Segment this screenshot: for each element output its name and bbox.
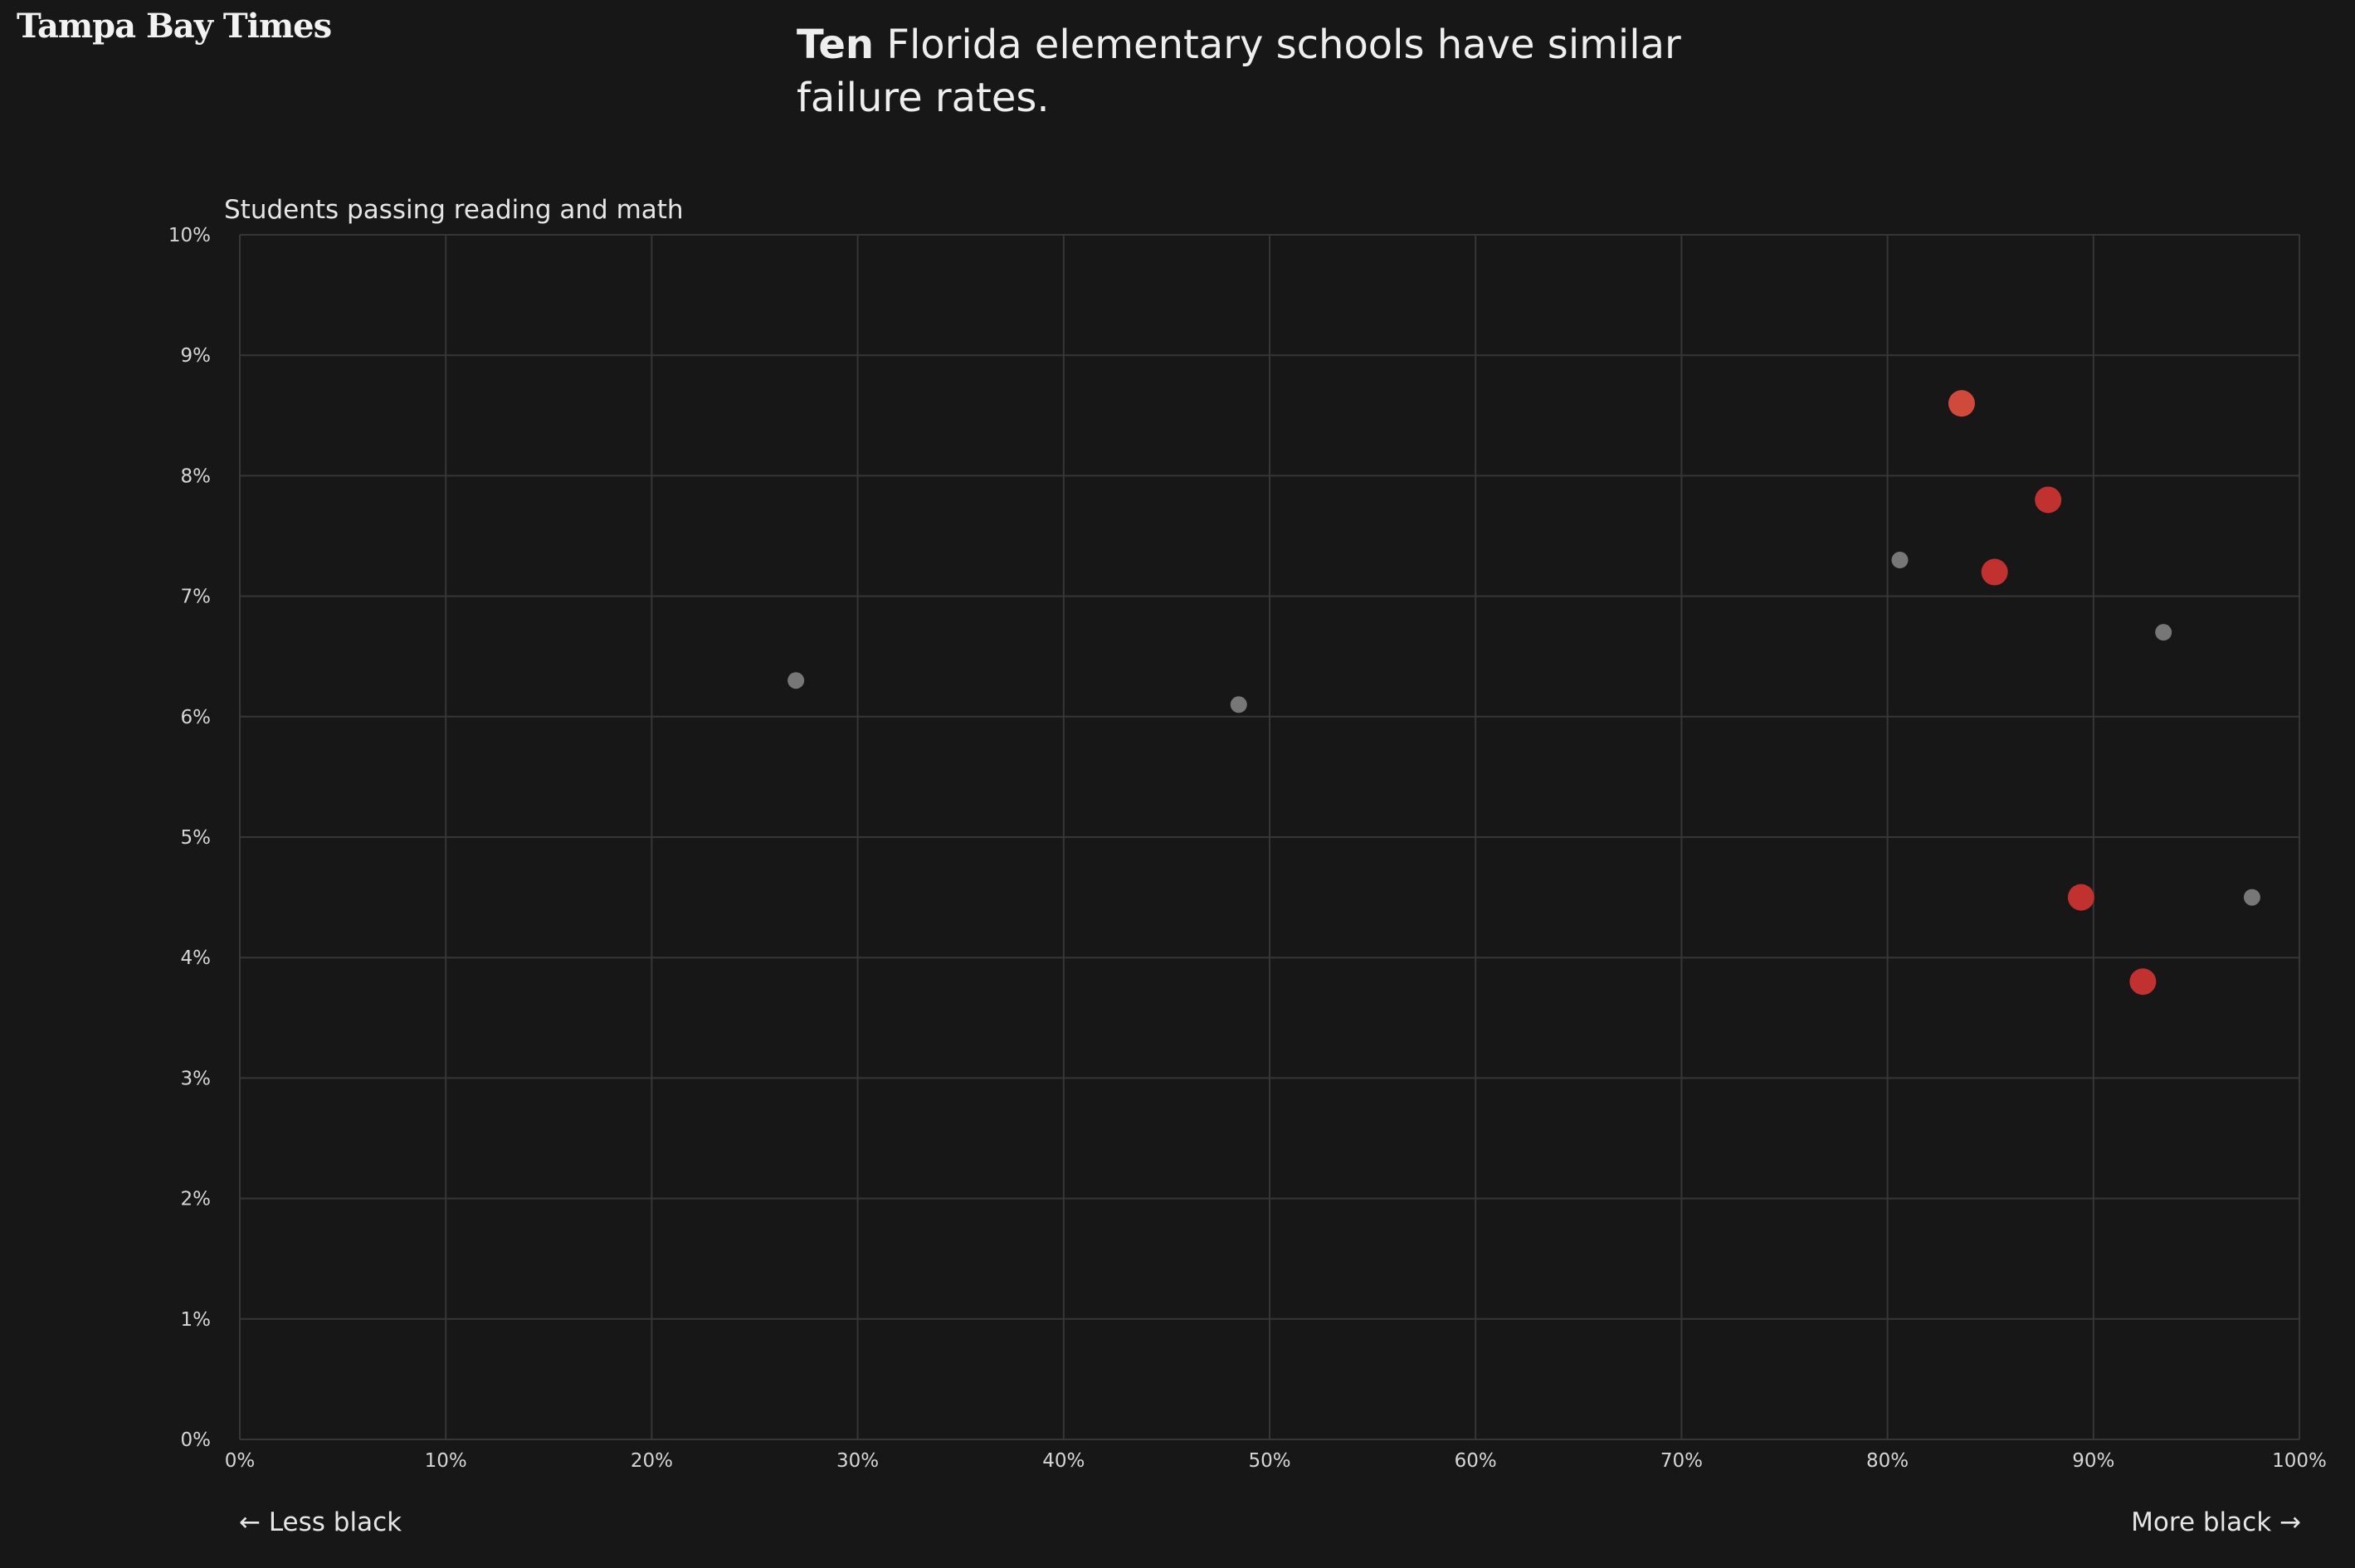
headline: Ten Florida elementary schools have simi…: [797, 18, 1792, 124]
highlighted-school-point[interactable]: [1948, 390, 1975, 417]
tampa-bay-times-logo[interactable]: Tampa Bay Times: [17, 7, 332, 46]
headline-lead: Ten: [797, 22, 875, 68]
other-school-point[interactable]: [1891, 552, 1909, 569]
x-tick-label: 80%: [1866, 1450, 1909, 1472]
other-school-point[interactable]: [787, 672, 805, 689]
y-tick-label: 4%: [181, 947, 212, 969]
y-tick-label: 0%: [181, 1429, 212, 1451]
y-tick-label: 5%: [181, 827, 212, 849]
highlighted-school-point[interactable]: [2129, 968, 2157, 996]
x-axis-left-label: ← Less black: [239, 1507, 402, 1537]
y-tick-label: 10%: [168, 225, 211, 246]
y-tick-label: 6%: [181, 707, 212, 728]
y-tick-label: 2%: [181, 1189, 212, 1210]
y-tick-label: 1%: [181, 1309, 212, 1331]
x-tick-label: 40%: [1042, 1450, 1085, 1472]
x-tick-label: 20%: [631, 1450, 673, 1472]
y-tick-label: 7%: [181, 587, 212, 608]
x-tick-label: 30%: [836, 1450, 879, 1472]
x-tick-label: 90%: [2072, 1450, 2114, 1472]
x-axis-right-label: More black →: [2131, 1507, 2301, 1537]
x-tick-label: 60%: [1455, 1450, 1497, 1472]
highlighted-school-point[interactable]: [2035, 486, 2062, 514]
x-tick-label: 0%: [225, 1450, 256, 1472]
y-tick-label: 3%: [181, 1068, 212, 1089]
highlighted-school-point[interactable]: [1981, 558, 2008, 586]
other-school-point[interactable]: [1230, 696, 1247, 713]
other-school-point[interactable]: [2243, 889, 2260, 906]
x-tick-label: 50%: [1248, 1450, 1290, 1472]
gridlines: [239, 234, 2300, 1440]
y-tick-label: 9%: [181, 345, 212, 367]
data-points: [787, 390, 2260, 996]
x-tick-label: 70%: [1660, 1450, 1703, 1472]
y-axis-title: Students passing reading and math: [224, 195, 684, 225]
y-tick-label: 8%: [181, 465, 212, 487]
other-school-point[interactable]: [2155, 624, 2172, 641]
highlighted-school-point[interactable]: [2067, 884, 2094, 911]
x-tick-label: 100%: [2272, 1450, 2327, 1472]
headline-rest: Florida elementary schools have similar …: [797, 22, 1681, 121]
x-tick-label: 10%: [425, 1450, 467, 1472]
axis-ticks: 0% 10% 20% 30% 40% 50% 60% 70% 80% 90% 100% 0% 1% 2% 3…: [168, 225, 2327, 1472]
